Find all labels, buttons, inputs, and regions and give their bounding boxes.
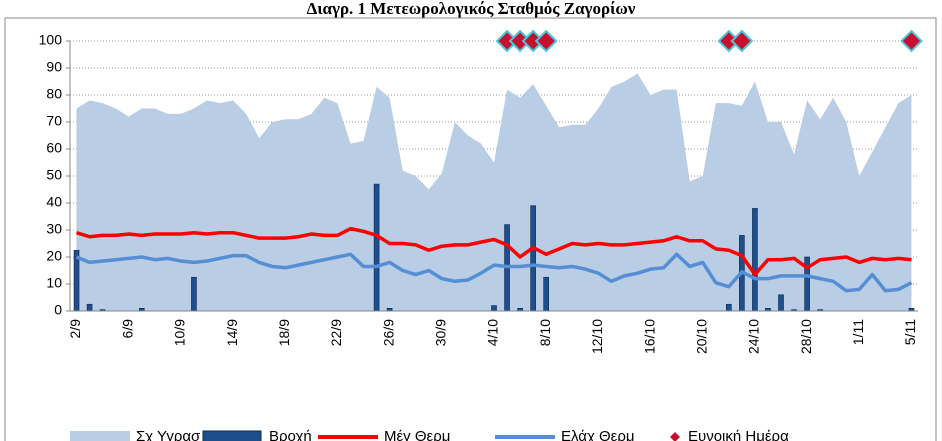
- chart-title: Διαγρ. 1 Μετεωρολογικός Σταθμός Ζαγορίων: [307, 0, 636, 18]
- x-tick-label: 14/9: [224, 319, 240, 346]
- favorable-day-marker: [534, 29, 558, 53]
- y-tick-label: 80: [46, 86, 62, 102]
- y-tick-label: 30: [46, 221, 62, 237]
- x-tick-label: 16/10: [641, 319, 657, 354]
- temperature-line: [75, 252, 913, 293]
- rain-bar: [778, 294, 784, 312]
- legend-swatch: [70, 431, 130, 441]
- legend-label: Ελάχ Θερμ: [561, 428, 635, 441]
- y-tick-label: 60: [46, 140, 62, 156]
- legend-label: Μέγ Θερμ: [384, 428, 450, 441]
- y-tick-label: 70: [46, 113, 62, 129]
- x-tick-label: 24/10: [746, 319, 762, 354]
- rain-bar: [373, 183, 380, 312]
- x-tick-label: 10/9: [172, 319, 188, 346]
- y-tick-label: 10: [46, 275, 62, 291]
- x-tick-label: 8/10: [537, 319, 553, 346]
- x-tick-label: 5/11: [902, 319, 918, 345]
- x-tick-label: 2/9: [67, 319, 83, 339]
- legend-swatch: [670, 432, 680, 441]
- favorable-day-marker: [900, 29, 923, 53]
- x-tick-label: 26/9: [380, 319, 396, 346]
- rain-bar: [530, 205, 536, 312]
- y-tick-label: 0: [54, 302, 62, 318]
- rain-bar: [86, 303, 93, 312]
- legend-label: Ευνοική Ημέρα: [688, 428, 789, 441]
- x-tick-label: 6/9: [119, 319, 135, 339]
- x-tick-label: 4/10: [485, 319, 501, 346]
- rain-bar: [543, 276, 549, 312]
- y-tick-label: 100: [39, 32, 63, 48]
- x-tick-label: 12/10: [589, 319, 605, 354]
- y-tick-label: 50: [46, 167, 62, 183]
- x-tick-label: 18/9: [276, 319, 292, 346]
- x-tick-label: 1/11: [850, 319, 866, 345]
- rain-bar: [726, 303, 732, 312]
- rain-bar: [752, 208, 758, 312]
- legend-label: Βροχή: [269, 428, 312, 441]
- humidity-area: [76, 73, 912, 312]
- legend-label: Σχ Υγρασ: [136, 428, 201, 441]
- temperature-line: [76, 226, 912, 277]
- x-tick-label: 20/10: [693, 319, 709, 354]
- legend-swatch: [202, 430, 262, 441]
- x-tick-label: 22/9: [328, 319, 344, 346]
- x-tick-label: 28/10: [798, 319, 814, 354]
- rain-bar: [191, 276, 197, 312]
- rain-bar: [491, 305, 497, 312]
- y-tick-label: 20: [46, 248, 62, 264]
- y-tick-label: 40: [46, 194, 62, 210]
- y-tick-label: 90: [46, 59, 62, 75]
- x-tick-label: 30/9: [433, 319, 449, 346]
- favorable-day-marker: [730, 29, 754, 53]
